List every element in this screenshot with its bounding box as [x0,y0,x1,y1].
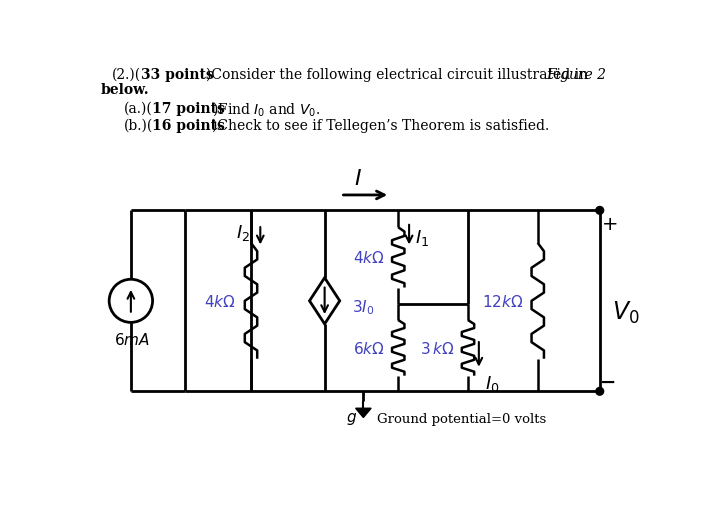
Text: $g$: $g$ [346,410,357,427]
Text: Ground potential=0 volts: Ground potential=0 volts [377,412,546,425]
Text: )Find $I_0$ and $V_0$.: )Find $I_0$ and $V_0$. [213,100,321,118]
Text: $4k\Omega$: $4k\Omega$ [352,250,384,266]
Text: $3I_0$: $3I_0$ [352,298,374,317]
Text: $I_2$: $I_2$ [237,222,251,242]
Text: 17 points: 17 points [152,102,225,116]
Text: Figure 2: Figure 2 [546,68,606,82]
Text: 33 points: 33 points [141,68,214,82]
Text: $3\,k\Omega$: $3\,k\Omega$ [420,340,454,356]
Text: $+$: $+$ [601,216,617,234]
Text: $12k\Omega$: $12k\Omega$ [482,293,524,309]
Text: $I_0$: $I_0$ [485,374,500,393]
Text: $\mathbf{-}$: $\mathbf{-}$ [599,372,616,390]
Polygon shape [356,408,371,418]
Text: below.: below. [101,83,149,97]
Text: (a.)(: (a.)( [124,102,152,116]
Text: $6mA$: $6mA$ [114,332,150,348]
Text: $I_1$: $I_1$ [415,228,429,248]
Text: $I$: $I$ [354,167,361,190]
Text: )Consider the following electrical circuit illustrated in: )Consider the following electrical circu… [206,68,592,82]
Text: 16 points: 16 points [152,119,225,133]
Text: $6k\Omega$: $6k\Omega$ [352,340,384,356]
Circle shape [596,207,604,215]
Circle shape [596,388,604,395]
Text: )Check to see if Tellegen’s Theorem is satisfied.: )Check to see if Tellegen’s Theorem is s… [213,119,549,133]
Text: (b.)(: (b.)( [124,119,153,133]
Text: (2.)(: (2.)( [112,68,140,82]
Text: $V_0$: $V_0$ [612,300,640,326]
Text: $4k\Omega$: $4k\Omega$ [204,293,236,309]
